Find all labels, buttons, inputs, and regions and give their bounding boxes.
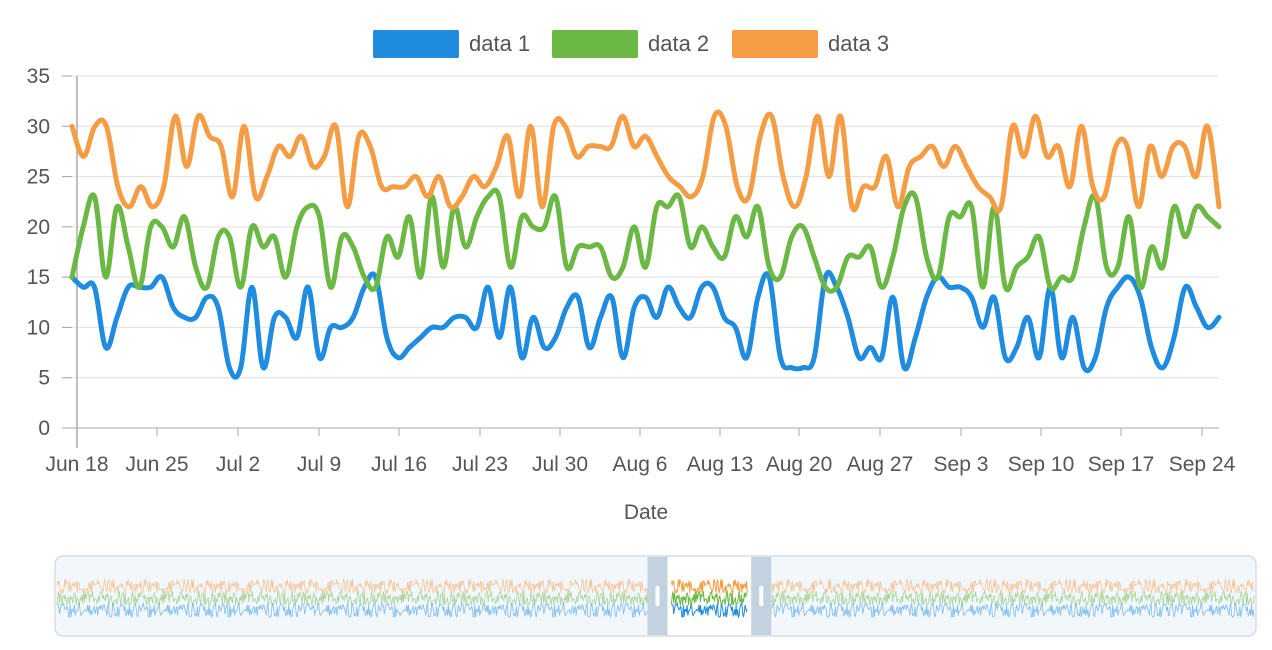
navigator-window-line <box>670 589 748 607</box>
x-tick-label: Jun 25 <box>125 453 188 476</box>
legend-swatch-data3 <box>732 30 818 58</box>
legend-label-data2: data 2 <box>648 31 709 56</box>
y-tick-label: 20 <box>27 216 50 239</box>
series-line-data2[interactable] <box>69 187 1222 294</box>
legend-label-data3: data 3 <box>828 31 889 56</box>
x-tick-label: Sep 3 <box>934 453 989 476</box>
x-tick-label: Jul 2 <box>216 453 260 476</box>
x-tick-label: Jul 9 <box>297 453 341 476</box>
navigator-window-line <box>671 601 748 619</box>
series-layer <box>69 109 1222 380</box>
legend-item-data3[interactable]: data 3 <box>732 30 889 58</box>
legend-item-data1[interactable]: data 1 <box>373 30 530 58</box>
x-tick-label: Aug 6 <box>613 453 668 476</box>
x-tick-label: Aug 13 <box>687 453 754 476</box>
y-tick-label: 5 <box>38 367 50 390</box>
x-tick-label: Jun 18 <box>45 453 108 476</box>
y-tick-label: 25 <box>27 166 50 189</box>
x-tick-label: Jul 23 <box>452 453 508 476</box>
navigator-grip <box>655 586 660 606</box>
navigator[interactable] <box>54 555 1257 637</box>
x-tick-label: Jul 30 <box>532 453 588 476</box>
navigator-window[interactable] <box>647 557 772 635</box>
legend: data 1 data 2 data 3 <box>373 30 889 58</box>
x-tick-label: Sep 10 <box>1008 453 1075 476</box>
legend-swatch-data2 <box>552 30 638 58</box>
x-tick-label: Aug 27 <box>847 453 914 476</box>
series-line-data3[interactable] <box>69 109 1222 214</box>
y-tick-label: 10 <box>27 316 50 339</box>
x-axis: Jun 18 Jun 25 Jul 2 Jul 9 Jul 16 Jul 23 Jul 30… <box>45 428 1236 476</box>
y-tick-label: 30 <box>27 115 50 138</box>
y-tick-label: 15 <box>27 266 50 289</box>
legend-item-data2[interactable]: data 2 <box>552 30 709 58</box>
y-axis: 0 5 10 15 20 25 30 35 <box>27 65 72 440</box>
y-tick-label: 35 <box>27 65 50 88</box>
series-line-data1[interactable] <box>69 269 1222 380</box>
y-tick-label: 0 <box>38 417 50 440</box>
navigator-grip <box>759 586 764 606</box>
navigator-window-line <box>670 577 748 595</box>
x-tick-label: Sep 24 <box>1169 453 1236 476</box>
legend-label-data1: data 1 <box>469 31 530 56</box>
x-axis-title: Date <box>624 501 668 524</box>
x-tick-label: Aug 20 <box>766 453 833 476</box>
x-tick-label: Jul 16 <box>371 453 427 476</box>
legend-swatch-data1 <box>373 30 459 58</box>
x-tick-label: Sep 17 <box>1088 453 1155 476</box>
